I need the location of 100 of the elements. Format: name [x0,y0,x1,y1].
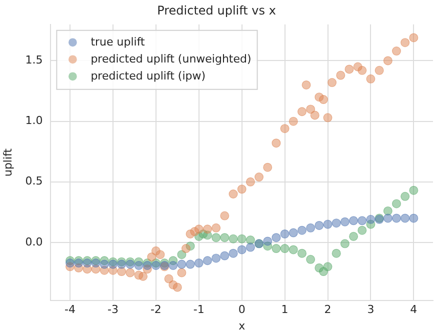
point [400,192,410,201]
point [297,226,306,235]
point [374,66,384,75]
point [340,217,350,226]
point [246,242,255,252]
point [328,78,337,88]
point [194,224,204,234]
point [91,258,100,268]
point [358,216,367,226]
x-tick-label: 3 [367,303,374,316]
point [409,186,418,195]
point [228,189,238,198]
point [108,260,118,269]
point [254,172,264,182]
point [237,245,246,254]
point [220,211,230,220]
point [344,64,354,74]
point [310,110,320,120]
point [246,236,255,245]
point [117,260,126,269]
point [297,107,306,116]
point [383,206,392,216]
point [306,254,316,264]
point [332,248,341,258]
point [349,216,358,226]
point [138,272,148,281]
point [323,220,332,229]
chart-title: Predicted uplift vs x [157,3,276,18]
point [272,244,281,254]
point [383,214,392,223]
point [318,95,328,104]
point [288,116,298,126]
x-tick-label: -1 [193,303,204,316]
point [392,46,401,56]
x-tick-label: -4 [64,303,76,316]
legend-label: true uplift [90,35,146,48]
point [263,162,272,172]
point [272,233,281,242]
y-tick-label: 0.0 [25,235,43,248]
point [134,260,144,270]
point [340,239,350,248]
point [366,74,376,84]
x-axis-title: x [238,319,246,332]
point [314,220,324,230]
point [228,248,238,258]
x-tick-label: 2 [324,303,332,316]
point [306,104,316,114]
point [212,223,221,232]
x-tick-label: -3 [107,303,118,316]
x-tick-label: 1 [281,303,288,316]
point [336,70,346,80]
point [280,229,290,238]
x-tick-label: 4 [410,303,418,316]
point [288,228,298,238]
point [358,66,367,75]
point [168,260,178,270]
point [126,268,135,278]
point [237,234,246,244]
point [66,258,75,268]
point [147,252,156,262]
point [194,258,204,268]
legend-label: predicted uplift (ipw) [90,69,206,82]
point [383,56,392,66]
point [323,262,332,272]
point [212,254,221,263]
point [100,260,109,269]
point [366,214,376,224]
point [202,224,212,234]
point [74,258,84,268]
point [164,274,174,284]
point [220,251,230,260]
point [126,260,135,269]
y-tick-label: 1.0 [25,114,43,128]
point [349,232,358,241]
point [392,199,401,208]
x-tick-label: -2 [150,303,162,316]
point [186,260,195,269]
point [212,233,221,242]
point [400,38,410,48]
point [82,258,92,268]
point [306,223,316,232]
point [409,214,418,223]
point [220,233,230,242]
point [358,226,367,235]
legend-label: predicted uplift (unweighted) [90,52,252,66]
point [202,256,212,266]
point [280,124,290,134]
point [332,218,341,228]
point [177,250,186,260]
point [156,250,165,260]
x-tick-label: 0 [238,303,246,316]
point [246,177,255,186]
point [172,282,182,292]
y-tick-label: 1.5 [25,54,43,67]
point [272,138,281,148]
point [409,33,418,42]
y-tick-label: 0.5 [25,174,43,188]
y-axis-title: uplift [1,148,14,177]
point [323,113,332,122]
point [288,245,298,254]
